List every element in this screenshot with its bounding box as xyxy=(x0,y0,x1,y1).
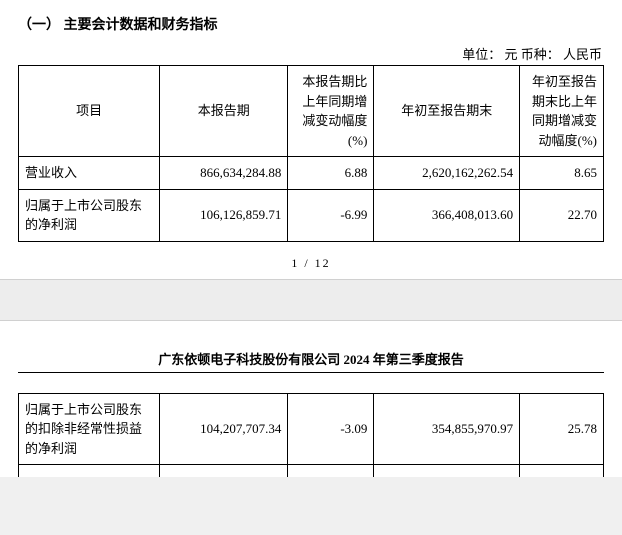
cell-pct1: 6.88 xyxy=(288,157,374,190)
page-2: 广东依顿电子科技股份有限公司 2024 年第三季度报告 归属于上市公司股东的扣除… xyxy=(0,321,622,478)
cell-item: 归属于上市公司股东的扣除非经常性损益的净利润 xyxy=(19,393,160,465)
cell-period: 866,634,284.88 xyxy=(160,157,288,190)
col-header-pct1: 本报告期比上年同期增减变动幅度(%) xyxy=(288,66,374,157)
col-header-item: 项目 xyxy=(19,66,160,157)
cell-ytd: 2,620,162,262.54 xyxy=(374,157,520,190)
table-header-row: 项目 本报告期 本报告期比上年同期增减变动幅度(%) 年初至报告期末 年初至报告… xyxy=(19,66,604,157)
cell-pct2 xyxy=(520,465,604,478)
col-header-ytd: 年初至报告期末 xyxy=(374,66,520,157)
cell-period: 106,126,859.71 xyxy=(160,189,288,241)
financial-table-1: 项目 本报告期 本报告期比上年同期增减变动幅度(%) 年初至报告期末 年初至报告… xyxy=(18,65,604,242)
cell-pct1: -6.99 xyxy=(288,189,374,241)
financial-table-2: 归属于上市公司股东的扣除非经常性损益的净利润 104,207,707.34 -3… xyxy=(18,393,604,478)
table-row: 营业收入 866,634,284.88 6.88 2,620,162,262.5… xyxy=(19,157,604,190)
section-title: （一） 主要会计数据和财务指标 xyxy=(18,14,604,34)
col-header-period: 本报告期 xyxy=(160,66,288,157)
cell-item: 归属于上市公司股东的净利润 xyxy=(19,189,160,241)
cell-pct2: 22.70 xyxy=(520,189,604,241)
cell-pct2: 25.78 xyxy=(520,393,604,465)
cell-pct1: -3.09 xyxy=(288,393,374,465)
cell-item: 营业收入 xyxy=(19,157,160,190)
table-row: 归属于上市公司股东的净利润 106,126,859.71 -6.99 366,4… xyxy=(19,189,604,241)
cell-pct2: 8.65 xyxy=(520,157,604,190)
page-1: （一） 主要会计数据和财务指标 单位： 元 币种： 人民币 项目 本报告期 本报… xyxy=(0,0,622,279)
cell-ytd: 366,408,013.60 xyxy=(374,189,520,241)
cell-item xyxy=(19,465,160,478)
report-header: 广东依顿电子科技股份有限公司 2024 年第三季度报告 xyxy=(18,349,604,373)
cell-period xyxy=(160,465,288,478)
unit-currency-line: 单位： 元 币种： 人民币 xyxy=(18,44,604,63)
table-row xyxy=(19,465,604,478)
page-number: 1 / 12 xyxy=(18,256,604,271)
cell-period: 104,207,707.34 xyxy=(160,393,288,465)
cell-ytd xyxy=(374,465,520,478)
col-header-pct2: 年初至报告期末比上年同期增减变动幅度(%) xyxy=(520,66,604,157)
table-row: 归属于上市公司股东的扣除非经常性损益的净利润 104,207,707.34 -3… xyxy=(19,393,604,465)
cell-pct1 xyxy=(288,465,374,478)
cell-ytd: 354,855,970.97 xyxy=(374,393,520,465)
page-gap xyxy=(0,279,622,321)
